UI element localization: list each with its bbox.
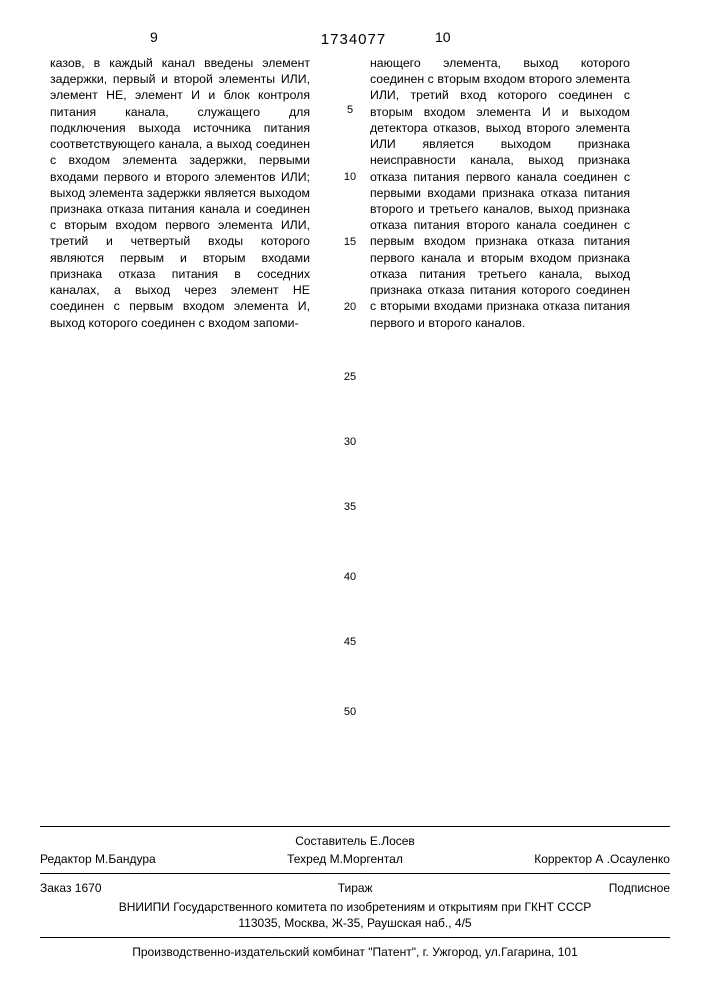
order-number: Заказ 1670 (40, 880, 102, 896)
tirazh-label: Тираж (338, 880, 373, 896)
line-mark: 15 (340, 235, 360, 250)
document-number: 1734077 (0, 30, 707, 50)
divider (40, 937, 670, 938)
compiler-line: Составитель Е.Лосев (40, 833, 670, 849)
line-mark: 10 (340, 170, 360, 185)
subscr-label: Подписное (609, 880, 670, 896)
addr-line: 113035, Москва, Ж-35, Раушская наб., 4/5 (40, 915, 670, 931)
line-mark: 45 (340, 635, 360, 650)
line-mark: 50 (340, 705, 360, 720)
divider (40, 873, 670, 874)
line-mark: 30 (340, 435, 360, 450)
line-mark: 20 (340, 300, 360, 315)
line-mark: 35 (340, 500, 360, 515)
line-mark: 5 (340, 103, 360, 118)
colophon-block: Составитель Е.Лосев Редактор М.Бандура Т… (40, 820, 670, 960)
page-root: 9 10 1734077 казов, в каждый канал введе… (0, 0, 707, 1000)
line-mark: 40 (340, 570, 360, 585)
body-text-right: нающего элемента, выход которого соедине… (370, 55, 630, 331)
corrector-line: Корректор А .Осауленко (534, 851, 670, 867)
org-line: ВНИИПИ Государственного комитета по изоб… (40, 899, 670, 915)
editor-line: Редактор М.Бандура (40, 851, 156, 867)
line-mark: 25 (340, 370, 360, 385)
techred-line: Техред М.Моргентал (287, 851, 403, 867)
press-line: Производственно-издательский комбинат "П… (40, 944, 670, 960)
body-text-left: казов, в каждый канал введены элемент за… (50, 55, 310, 331)
divider (40, 826, 670, 827)
